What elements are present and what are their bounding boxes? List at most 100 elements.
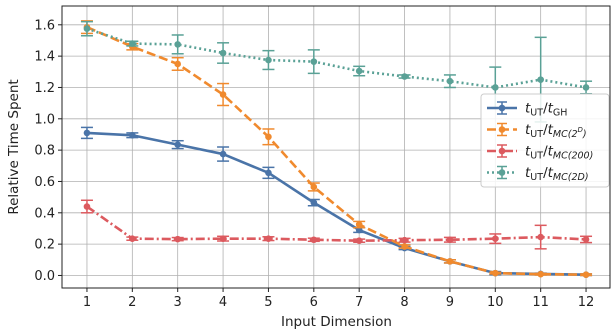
legend-marker <box>498 126 506 133</box>
data-point <box>310 199 318 206</box>
data-point <box>582 236 590 243</box>
y-tick-label: 0.4 <box>34 206 55 221</box>
axis-ticks: 1 2 3 4 5 6 7 8 9 10 11 120.00.20.40.60.81.01.21.41… <box>34 18 594 310</box>
legend-label: tUT/tMC(2D) <box>525 122 587 140</box>
data-point <box>219 91 227 98</box>
legend-label-part: t <box>525 144 531 160</box>
y-tick-label: 1.6 <box>34 18 55 33</box>
legend-label-part: MC(200) <box>553 151 593 162</box>
data-point <box>446 236 454 244</box>
data-point <box>401 243 408 250</box>
legend-label-part: t <box>548 165 554 181</box>
data-point <box>537 270 544 278</box>
legend-label-part: / <box>543 144 548 160</box>
series-line <box>86 205 587 242</box>
series-line <box>86 131 587 276</box>
data-point <box>265 56 272 64</box>
data-point <box>310 58 318 65</box>
series-line <box>86 27 587 89</box>
series-3 <box>80 199 593 250</box>
legend-marker <box>498 104 506 112</box>
y-tick-label: 1.2 <box>34 81 55 96</box>
data-point <box>129 131 136 139</box>
legend-label-part: / <box>543 165 548 181</box>
data-point <box>401 73 408 80</box>
data-point <box>446 258 454 265</box>
data-point <box>537 76 544 83</box>
legend-entry-3: tUT/tMC(200) <box>487 144 593 162</box>
data-point <box>355 221 363 228</box>
legend-entry-4: tUT/tMC(2D) <box>487 165 589 183</box>
legend-label-part: t <box>525 122 531 138</box>
data-point <box>492 269 499 277</box>
data-point <box>310 183 318 191</box>
legend-label-part: t <box>548 144 554 160</box>
data-point <box>174 41 181 48</box>
x-tick-label: 3 <box>174 295 182 310</box>
y-tick-label: 1.0 <box>34 112 55 127</box>
legend-label-part: GH <box>553 108 568 119</box>
legend-label-part: UT <box>530 108 543 119</box>
legend-label-part: t <box>548 122 554 138</box>
x-tick-label: 9 <box>446 295 454 310</box>
legend-entry-1: tUT/tGH <box>487 101 567 119</box>
series-2 <box>80 20 593 278</box>
x-tick-label: 8 <box>400 295 408 310</box>
x-tick-label: 12 <box>578 295 595 310</box>
legend-label-part: UT <box>530 129 543 140</box>
data-point <box>492 235 499 242</box>
data-point <box>446 77 454 85</box>
legend-label-part: t <box>525 101 531 117</box>
data-point <box>265 169 272 177</box>
x-axis-label: Input Dimension <box>281 314 392 330</box>
legend-box <box>480 93 610 188</box>
data-point <box>401 236 408 244</box>
x-tick-label: 4 <box>219 295 227 310</box>
data-point <box>83 129 91 137</box>
legend-label-part: UT <box>530 172 543 183</box>
data-point <box>219 150 227 158</box>
data-point <box>537 233 544 241</box>
data-point <box>129 235 136 242</box>
y-tick-label: 1.4 <box>34 50 55 65</box>
legend-label-part: / <box>543 122 548 138</box>
data-point <box>265 235 272 242</box>
legend-entry-2: tUT/tMC(2D) <box>487 122 587 140</box>
legend: tUT/tGHtUT/tMC(2D)tUT/tMC(200)tUT/tMC(2D… <box>480 93 610 188</box>
y-tick-label: 0.8 <box>34 144 55 159</box>
data-point <box>83 203 91 210</box>
data-point <box>492 84 499 91</box>
legend-label-part: t <box>525 165 531 181</box>
legend-label-part: MC(2 <box>553 129 578 140</box>
x-tick-label: 7 <box>355 295 363 310</box>
x-tick-label: 11 <box>532 295 549 310</box>
data-point <box>219 235 227 242</box>
data-point <box>310 236 318 244</box>
x-tick-label: 2 <box>128 295 136 310</box>
legend-label-part: MC(2D) <box>553 172 589 183</box>
y-axis-label: Relative Time Spent <box>6 79 22 214</box>
y-tick-label: 0.6 <box>34 175 55 190</box>
legend-label: tUT/tMC(200) <box>525 144 593 162</box>
data-point <box>355 67 363 75</box>
y-tick-label: 0.2 <box>34 238 55 253</box>
x-tick-label: 6 <box>310 295 318 310</box>
data-point <box>174 141 181 148</box>
legend-label-part: ) <box>582 129 587 140</box>
data-point <box>174 235 181 243</box>
data-point <box>582 84 590 91</box>
legend-label-part: UT <box>530 151 543 162</box>
y-tick-label: 0.0 <box>34 269 55 284</box>
data-point <box>174 60 181 68</box>
data-point <box>129 40 136 47</box>
data-point <box>219 49 227 57</box>
x-tick-label: 10 <box>487 295 504 310</box>
data-point <box>265 133 272 141</box>
x-tick-label: 5 <box>264 295 272 310</box>
legend-label-part: / <box>543 101 548 117</box>
legend-label-part: t <box>548 101 554 117</box>
legend-label: tUT/tMC(2D) <box>525 165 589 183</box>
data-point <box>582 271 590 278</box>
legend-marker <box>498 169 506 176</box>
